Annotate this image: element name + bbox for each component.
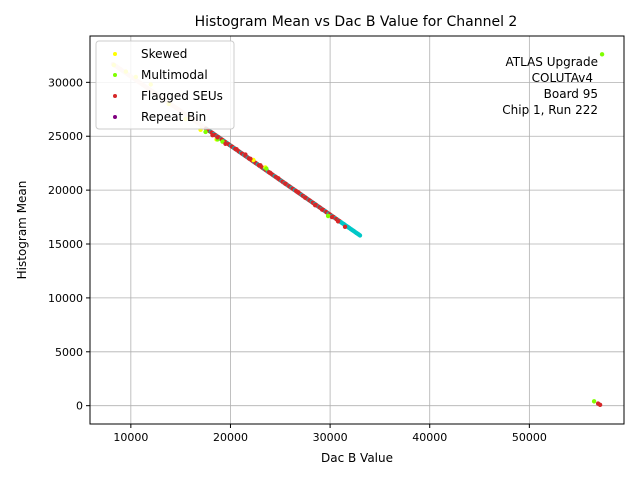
legend-label-skewed: Skewed: [141, 47, 187, 61]
y-tick-label: 15000: [48, 238, 83, 251]
legend-label-multimodal: Multimodal: [141, 68, 208, 82]
legend-marker-flagged-seus: [113, 94, 117, 98]
point-flagged-seus: [243, 152, 248, 157]
legend-marker-multimodal: [113, 73, 117, 77]
y-tick-label: 30000: [48, 76, 83, 89]
legend-entry-skewed: Skewed: [113, 47, 187, 61]
point-multimodal: [599, 52, 605, 57]
point-flagged-seus: [276, 176, 281, 181]
point-flagged-seus: [302, 195, 308, 200]
point-flagged-seus: [248, 156, 253, 162]
y-axis-label: Histogram Mean: [15, 181, 29, 280]
annotation-line-2: COLUTAv4: [532, 71, 593, 85]
annotation-line-3: Board 95: [544, 87, 598, 101]
x-tick-label: 20000: [213, 431, 248, 444]
point-flagged-seus: [597, 402, 603, 408]
y-tick-label: 25000: [48, 130, 83, 143]
x-tick-label: 40000: [412, 431, 447, 444]
legend-entry-flagged-seus: Flagged SEUs: [113, 89, 223, 103]
point-flagged-seus: [342, 224, 348, 229]
x-tick-label: 30000: [313, 431, 348, 444]
legend-entry-repeat-bin: Repeat Bin: [113, 110, 206, 124]
point-multimodal: [203, 129, 208, 135]
chart-title: Histogram Mean vs Dac B Value for Channe…: [195, 14, 518, 30]
point-flagged-seus: [223, 141, 228, 146]
point-flagged-seus: [283, 181, 288, 186]
annotation-line-1: ATLAS Upgrade: [505, 55, 598, 69]
y-tick-label: 5000: [55, 346, 83, 359]
x-tick-label: 10000: [113, 431, 148, 444]
y-tick-label: 20000: [48, 184, 83, 197]
point-flagged-seus: [268, 170, 273, 176]
y-axis-ticks: 0 5000 10000 15000 20000 25000 30000: [48, 76, 90, 413]
point-flagged-seus: [210, 132, 215, 138]
y-tick-label: 0: [76, 400, 83, 413]
y-tick-label: 10000: [48, 292, 83, 305]
legend-entry-multimodal: Multimodal: [113, 68, 208, 82]
x-axis-label: Dac B Value: [321, 451, 393, 465]
plot-frame: [89, 35, 625, 425]
legend-marker-repeat-bin: [113, 115, 117, 119]
x-tick-label: 50000: [512, 431, 547, 444]
point-flagged-seus: [234, 146, 239, 152]
point-flagged-seus: [215, 135, 220, 140]
point-flagged-seus: [329, 214, 335, 220]
legend-box: [95, 40, 235, 130]
legend-label-repeat-bin: Repeat Bin: [141, 110, 206, 124]
x-axis-ticks: 10000 20000 30000 40000 50000: [113, 424, 547, 444]
trend-point: [357, 233, 363, 238]
point-multimodal: [591, 399, 597, 404]
point-flagged-seus: [319, 207, 325, 212]
annotation-block: ATLAS Upgrade COLUTAv4 Board 95 Chip 1, …: [502, 55, 598, 117]
point-multimodal: [325, 213, 331, 219]
legend-marker-skewed: [113, 52, 117, 56]
point-flagged-seus: [258, 163, 263, 168]
point-flagged-seus: [296, 190, 301, 195]
point-flagged-seus: [335, 219, 341, 224]
annotation-line-4: Chip 1, Run 222: [502, 103, 598, 117]
legend: Skewed Multimodal Flagged SEUs Repeat Bi…: [95, 40, 235, 130]
point-multimodal: [264, 166, 269, 171]
legend-label-flagged-seus: Flagged SEUs: [141, 89, 223, 103]
gridlines: [90, 36, 624, 424]
point-flagged-seus: [312, 203, 318, 208]
